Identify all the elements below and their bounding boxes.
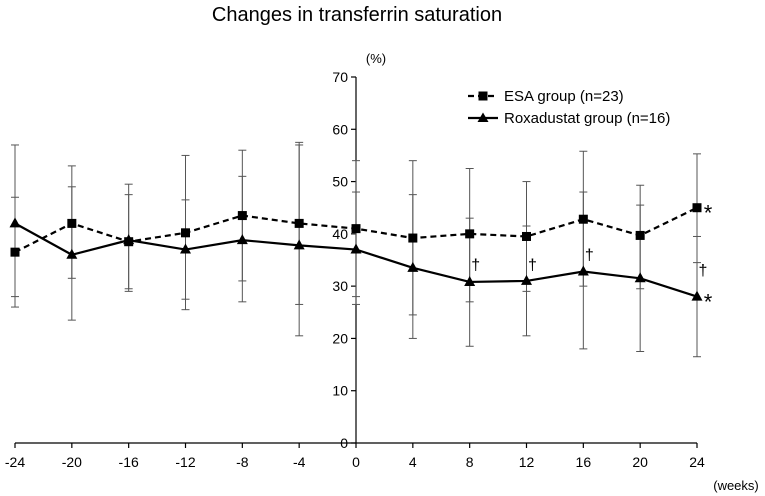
roxadustat-data-point <box>521 274 532 285</box>
series-markers <box>9 203 703 301</box>
roxadustat-data-point <box>236 234 248 245</box>
esa-data-point <box>578 214 588 224</box>
significance-dagger: † <box>699 262 708 279</box>
legend-esa-square-marker <box>478 91 488 101</box>
roxadustat-data-point <box>9 217 21 228</box>
x-tick-label: 4 <box>409 454 417 470</box>
significance-annotations: † † † † * * <box>471 201 713 315</box>
y-tick-label: 0 <box>340 435 348 451</box>
x-axis-unit-label: (weeks) <box>713 478 759 493</box>
significance-dagger: † <box>471 257 480 274</box>
x-tick-label: -24 <box>5 454 25 470</box>
x-tick-label: -8 <box>236 454 249 470</box>
x-tick-label: 16 <box>576 454 592 470</box>
legend-roxadustat-triangle-marker <box>477 112 489 122</box>
x-tick-label: -16 <box>119 454 139 470</box>
significance-dagger: † <box>585 247 594 264</box>
x-tick-label: -20 <box>62 454 82 470</box>
roxadustat-data-point <box>577 265 589 276</box>
esa-data-point <box>465 229 475 239</box>
roxadustat-data-point <box>350 243 362 254</box>
x-tick-label: 0 <box>352 454 360 470</box>
legend: ESA group (n=23) Roxadustat group (n=16) <box>468 88 670 127</box>
legend-roxadustat-label: Roxadustat group (n=16) <box>504 110 670 127</box>
esa-data-point <box>294 218 304 228</box>
roxadustat-data-point <box>464 275 476 286</box>
legend-esa-label: ESA group (n=23) <box>504 88 624 105</box>
x-tick-label: 12 <box>519 454 535 470</box>
x-tick-label: -4 <box>293 454 306 470</box>
esa-data-point <box>181 228 190 238</box>
x-tick-label: 20 <box>632 454 648 470</box>
significance-dagger: † <box>528 257 537 274</box>
significance-asterisk: * <box>704 201 713 226</box>
x-tick-label: 8 <box>466 454 474 470</box>
significance-asterisk: * <box>704 290 713 315</box>
esa-data-point <box>237 211 247 221</box>
esa-data-point <box>522 231 531 241</box>
x-tick-label: -12 <box>175 454 195 470</box>
y-tick-label: 60 <box>332 121 348 137</box>
roxadustat-data-point <box>407 261 419 272</box>
esa-data-point <box>635 230 645 240</box>
roxadustat-error-bar <box>67 186 76 279</box>
axes: 0 10 20 30 40 50 60 70 -24 -20 -16 -12 -8 -4 0 4 8 12 16 20… <box>5 69 705 470</box>
esa-data-point <box>10 247 20 257</box>
roxadustat-data-point <box>180 243 191 254</box>
y-tick-label: 70 <box>332 69 348 85</box>
y-axis-unit-label: (%) <box>366 51 386 66</box>
roxadustat-data-point <box>634 272 646 283</box>
esa-data-point <box>408 233 418 243</box>
y-tick-label: 50 <box>332 174 348 190</box>
roxadustat-data-point <box>66 248 78 259</box>
roxadustat-data-point <box>293 239 305 250</box>
roxadustat-data-point <box>691 290 703 301</box>
x-tick-label: 24 <box>689 454 705 470</box>
y-tick-label: 10 <box>332 383 348 399</box>
y-tick-label: 30 <box>332 278 348 294</box>
esa-data-point <box>692 203 702 213</box>
esa-data-point <box>351 224 361 234</box>
y-tick-label: 20 <box>332 330 348 346</box>
roxadustat-data-point <box>123 234 135 245</box>
chart-title: Changes in transferrin saturation <box>212 4 502 26</box>
y-tick-label: 40 <box>332 226 348 242</box>
esa-data-point <box>67 218 77 228</box>
